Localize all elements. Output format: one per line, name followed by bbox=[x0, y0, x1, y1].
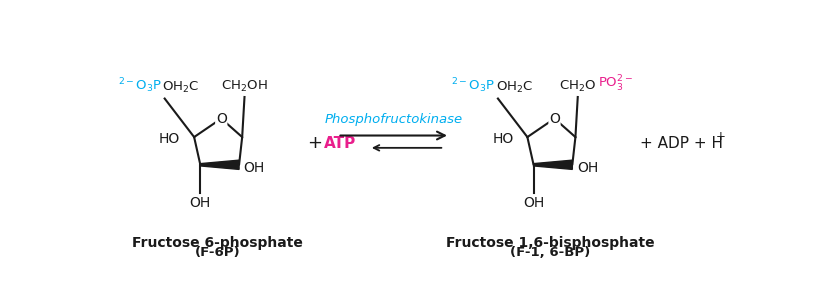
Text: $\mathregular{{}^{2-}O_3P}$: $\mathregular{{}^{2-}O_3P}$ bbox=[451, 77, 495, 95]
Text: HO: HO bbox=[492, 132, 513, 146]
Text: $\mathregular{{}^{2-}O_3P}$: $\mathregular{{}^{2-}O_3P}$ bbox=[118, 77, 161, 95]
Text: +: + bbox=[716, 130, 726, 143]
Text: OH: OH bbox=[244, 161, 265, 175]
Polygon shape bbox=[533, 160, 572, 169]
Text: OH: OH bbox=[190, 197, 211, 210]
Text: $\mathregular{OH_2C}$: $\mathregular{OH_2C}$ bbox=[496, 80, 533, 95]
Text: OH: OH bbox=[577, 161, 598, 175]
Text: OH: OH bbox=[523, 197, 544, 210]
Text: O: O bbox=[549, 111, 560, 126]
Text: $\mathregular{CH_2OH}$: $\mathregular{CH_2OH}$ bbox=[221, 79, 268, 94]
Polygon shape bbox=[200, 160, 239, 169]
Text: Fructose 1,6-bisphosphate: Fructose 1,6-bisphosphate bbox=[446, 236, 655, 249]
Text: +: + bbox=[307, 134, 322, 152]
Text: $\mathregular{PO_3^{2-}}$: $\mathregular{PO_3^{2-}}$ bbox=[598, 74, 633, 94]
Text: ATP: ATP bbox=[324, 136, 356, 151]
Text: Phosphofructokinase: Phosphofructokinase bbox=[324, 112, 463, 126]
Text: $\mathregular{CH_2O}$: $\mathregular{CH_2O}$ bbox=[559, 79, 596, 94]
Text: (F-6P): (F-6P) bbox=[195, 246, 240, 259]
Text: Fructose 6-phosphate: Fructose 6-phosphate bbox=[132, 236, 302, 249]
Text: HO: HO bbox=[159, 132, 180, 146]
Text: $\mathregular{OH_2C}$: $\mathregular{OH_2C}$ bbox=[162, 80, 200, 95]
Text: + ADP + H: + ADP + H bbox=[640, 136, 722, 151]
Text: O: O bbox=[216, 111, 227, 126]
Text: (F-1, 6-BP): (F-1, 6-BP) bbox=[511, 246, 591, 259]
